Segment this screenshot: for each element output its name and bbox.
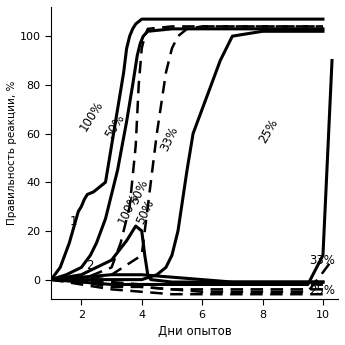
Text: 1: 1 <box>69 216 77 228</box>
Y-axis label: Правильность реакции, %: Правильность реакции, % <box>7 81 17 225</box>
Text: 33%: 33% <box>309 254 335 267</box>
Text: 50%: 50% <box>102 112 127 141</box>
Text: 33%: 33% <box>158 124 181 153</box>
Text: 2: 2 <box>86 259 93 272</box>
Text: 50%: 50% <box>128 178 151 207</box>
X-axis label: Дни опытов: Дни опытов <box>158 325 231 338</box>
Text: 25%: 25% <box>257 117 281 146</box>
Text: 50%: 50% <box>134 197 157 226</box>
Text: 25%: 25% <box>309 284 335 297</box>
Text: 100%: 100% <box>77 98 106 134</box>
Text: 100%: 100% <box>116 190 142 226</box>
